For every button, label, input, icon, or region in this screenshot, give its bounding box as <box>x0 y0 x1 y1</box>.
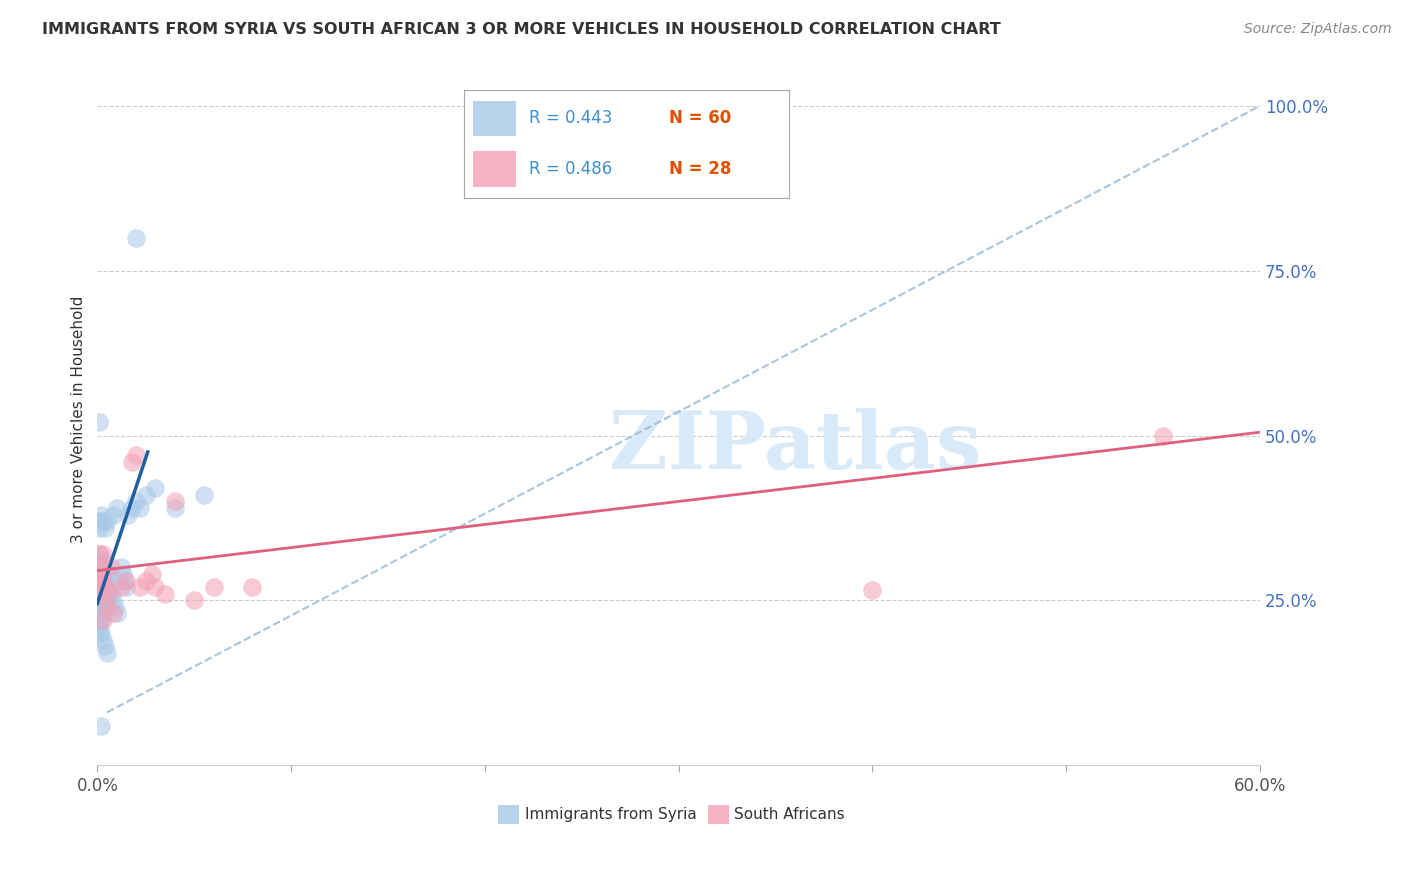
Point <box>125 231 148 245</box>
Point <box>101 508 124 522</box>
Point <box>90 580 112 594</box>
Point <box>98 580 121 594</box>
Point <box>129 501 152 516</box>
Text: ZIPatlas: ZIPatlas <box>609 408 981 486</box>
Point <box>90 508 112 522</box>
Point <box>90 574 112 588</box>
Point <box>91 632 114 647</box>
Point <box>110 580 132 594</box>
Point <box>89 547 111 561</box>
Point <box>141 566 163 581</box>
Point <box>89 574 111 588</box>
Point <box>163 501 186 516</box>
Point <box>91 580 114 594</box>
Point <box>111 566 134 581</box>
Point <box>90 566 112 581</box>
Point <box>91 566 114 581</box>
Point <box>90 587 112 601</box>
Point <box>860 583 883 598</box>
Point <box>135 488 157 502</box>
Point <box>153 587 176 601</box>
Point <box>94 521 117 535</box>
Point <box>89 613 111 627</box>
Point <box>193 488 215 502</box>
Point <box>98 566 121 581</box>
Point <box>163 494 186 508</box>
Point <box>98 587 121 601</box>
Point <box>90 626 112 640</box>
Point <box>117 508 139 522</box>
Point <box>96 646 118 660</box>
Point <box>121 455 143 469</box>
Point <box>145 580 167 594</box>
Point <box>90 613 112 627</box>
Point <box>1152 428 1174 442</box>
Point <box>89 620 111 634</box>
Point <box>105 607 128 621</box>
Point <box>96 514 118 528</box>
Bar <box>707 805 728 824</box>
Text: IMMIGRANTS FROM SYRIA VS SOUTH AFRICAN 3 OR MORE VEHICLES IN HOUSEHOLD CORRELATI: IMMIGRANTS FROM SYRIA VS SOUTH AFRICAN 3… <box>42 22 1001 37</box>
Point <box>89 560 111 574</box>
Point <box>96 580 118 594</box>
Point <box>202 580 225 594</box>
Point <box>115 580 138 594</box>
Point <box>115 574 138 588</box>
Point <box>114 574 136 588</box>
Point <box>91 514 114 528</box>
Text: Source: ZipAtlas.com: Source: ZipAtlas.com <box>1244 22 1392 37</box>
Point <box>89 626 111 640</box>
Point <box>94 640 117 654</box>
Point <box>91 593 114 607</box>
Point <box>91 554 114 568</box>
Point <box>89 587 111 601</box>
Point <box>96 566 118 581</box>
Text: Immigrants from Syria: Immigrants from Syria <box>526 806 697 822</box>
Point <box>94 574 117 588</box>
Point <box>89 514 111 528</box>
Point <box>89 580 111 594</box>
Point <box>89 593 111 607</box>
Point <box>101 607 124 621</box>
Point <box>125 448 148 462</box>
Point <box>94 599 117 614</box>
Point <box>96 599 118 614</box>
Point <box>89 521 111 535</box>
Point <box>240 580 263 594</box>
Point <box>100 587 122 601</box>
Point <box>90 587 112 601</box>
Point <box>90 599 112 614</box>
Point <box>91 547 114 561</box>
Point <box>90 718 112 732</box>
Point <box>100 560 122 574</box>
Point <box>105 501 128 516</box>
Point <box>96 593 118 607</box>
Point <box>101 593 124 607</box>
Point <box>90 560 112 574</box>
Point <box>89 415 111 429</box>
Point <box>183 593 205 607</box>
Point <box>89 547 111 561</box>
Bar <box>498 805 519 824</box>
Point <box>89 574 111 588</box>
Point <box>91 574 114 588</box>
Point <box>110 560 132 574</box>
Y-axis label: 3 or more Vehicles in Household: 3 or more Vehicles in Household <box>72 295 86 542</box>
Point <box>91 613 114 627</box>
Point <box>89 607 111 621</box>
Point <box>145 481 167 495</box>
Point <box>135 574 157 588</box>
Point <box>125 494 148 508</box>
Text: South Africans: South Africans <box>734 806 845 822</box>
Point <box>94 587 117 601</box>
Point <box>129 580 152 594</box>
Point <box>94 580 117 594</box>
Point <box>91 607 114 621</box>
Point <box>121 501 143 516</box>
Point <box>104 599 127 614</box>
Point <box>89 560 111 574</box>
